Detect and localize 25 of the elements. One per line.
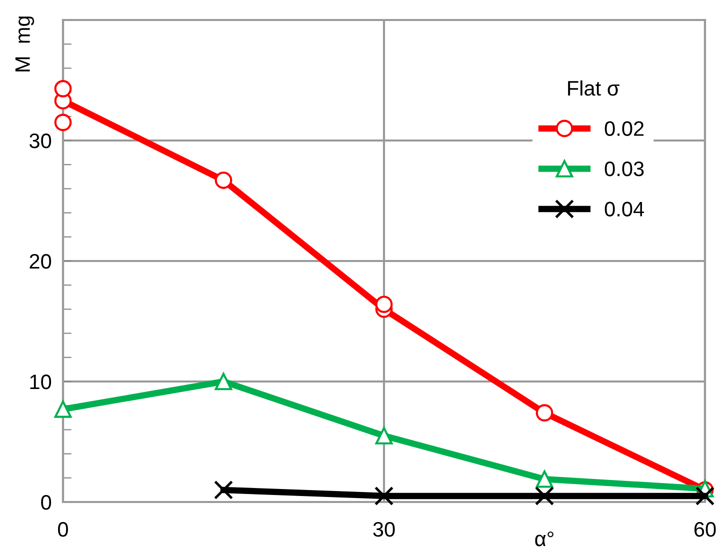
- y-tick-label: 0: [41, 495, 52, 510]
- point: [214, 372, 232, 390]
- x-tick-label: 30: [373, 522, 395, 537]
- point: [536, 470, 554, 488]
- legend-label: 0.03: [604, 161, 644, 176]
- point: [54, 400, 72, 418]
- point: [54, 80, 72, 98]
- legend-label: 0.04: [604, 202, 644, 216]
- y-tick-label: 20: [30, 254, 52, 269]
- point: [54, 114, 72, 132]
- y-tick-label: 10: [30, 374, 52, 390]
- point: [536, 404, 554, 422]
- point: [375, 296, 393, 314]
- point: [375, 427, 393, 444]
- x-tick-label: 60: [694, 522, 716, 537]
- legend-title: Flat σ: [568, 80, 620, 96]
- point: [214, 172, 232, 189]
- point: [374, 486, 394, 506]
- legend-label: 0.02: [604, 121, 644, 136]
- x-tick-label: 0: [58, 522, 68, 537]
- y-tick-label: 30: [30, 134, 52, 148]
- point: [534, 486, 554, 506]
- y-axis-title: M mg: [15, 16, 34, 72]
- x-axis-title: α°: [535, 531, 554, 546]
- point: [214, 480, 234, 500]
